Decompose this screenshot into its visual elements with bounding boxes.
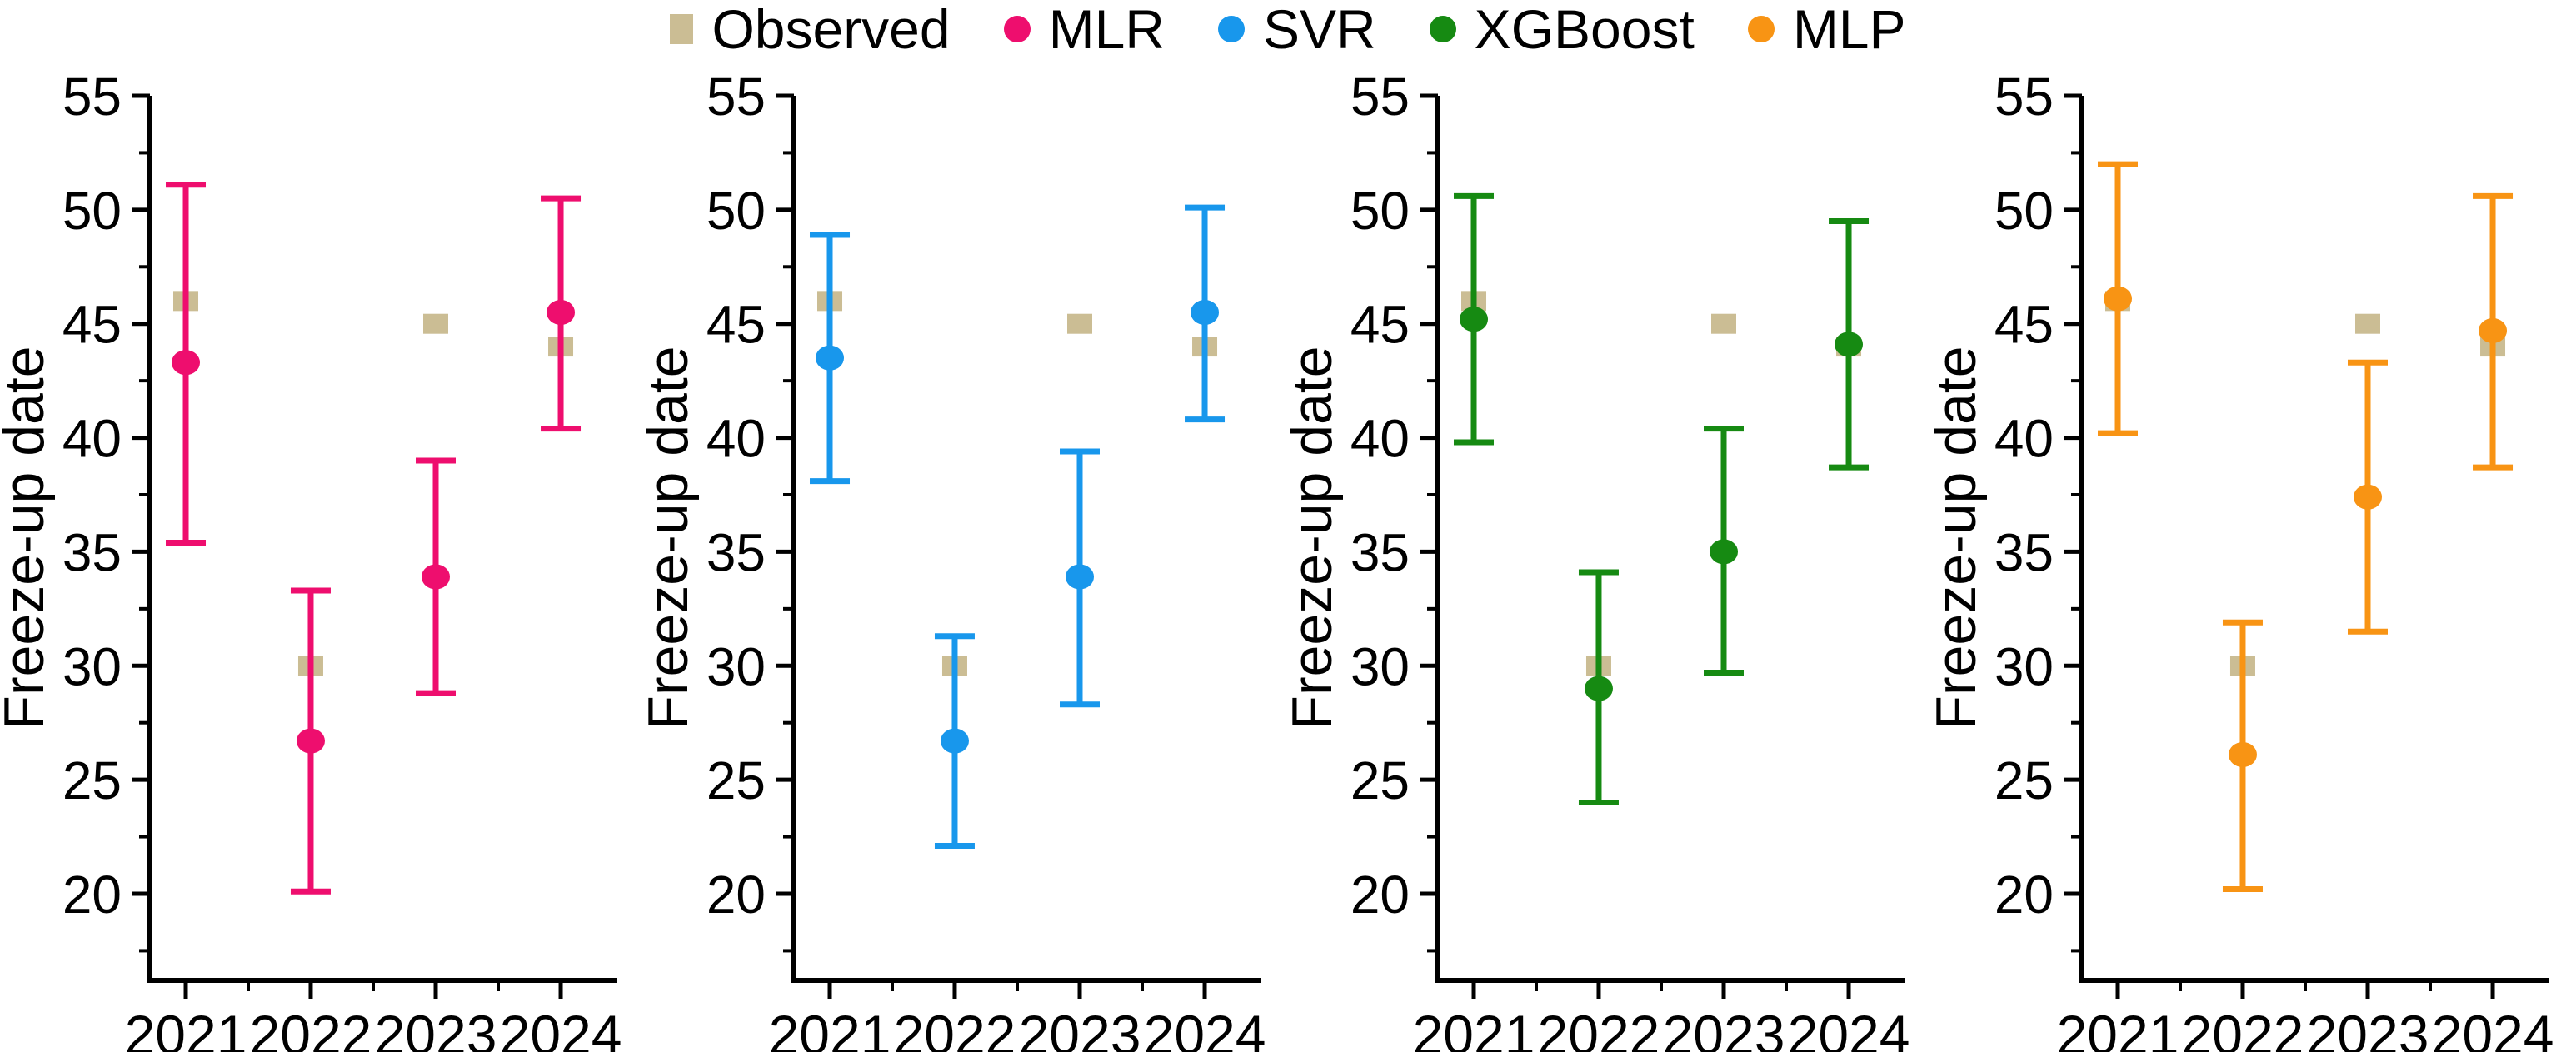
y-tick-label: 40 — [1350, 409, 1410, 469]
x-tick-label: 2023 — [2307, 1004, 2429, 1052]
y-tick-label: 20 — [62, 865, 122, 925]
y-axis-title: Freeze-up date — [644, 346, 700, 730]
prediction-marker — [2104, 286, 2133, 312]
observed-marker — [1067, 313, 1092, 334]
observed-marker — [2355, 313, 2380, 334]
mlr-circle-marker-icon — [1003, 16, 1031, 42]
y-tick-label: 55 — [706, 67, 766, 127]
y-axis-title: Freeze-up date — [1288, 346, 1344, 730]
prediction-marker — [816, 345, 845, 371]
prediction-marker — [2228, 742, 2257, 768]
y-tick-label: 35 — [62, 522, 122, 582]
y-tick-label: 50 — [1994, 181, 2054, 241]
y-tick-label: 25 — [1350, 750, 1410, 810]
y-tick-label: 50 — [1350, 181, 1410, 241]
x-tick-label: 2023 — [1019, 1004, 1141, 1052]
x-tick-label: 2022 — [250, 1004, 372, 1052]
prediction-marker — [172, 350, 201, 376]
prediction-marker — [2479, 317, 2508, 343]
y-axis-title: Freeze-up date — [1932, 346, 1988, 730]
legend-item-mlp: MLP — [1747, 0, 1906, 60]
prediction-marker — [422, 564, 450, 590]
panel-svr: 20 25 30 35 40 45 50 55 2021 2022 2023 2024 Freeze-u… — [644, 67, 1266, 1052]
x-tick-label: 2021 — [2057, 1004, 2179, 1052]
prediction-marker — [1191, 300, 1220, 326]
y-tick-label: 30 — [62, 636, 122, 696]
y-axis-title: Freeze-up date — [0, 346, 56, 730]
y-tick-label: 40 — [706, 409, 766, 469]
legend: Observed MLR SVR XGBoost MLP — [0, 0, 2576, 58]
y-tick-label: 50 — [62, 181, 122, 241]
legend-label: Observed — [711, 0, 951, 60]
observed-square-marker-icon — [670, 14, 694, 44]
prediction-marker — [1460, 307, 1489, 332]
legend-item-svr: SVR — [1217, 0, 1376, 60]
y-tick-label: 30 — [1350, 636, 1410, 696]
y-tick-label: 45 — [706, 295, 766, 355]
legend-label: SVR — [1262, 0, 1376, 60]
x-tick-label: 2023 — [375, 1004, 497, 1052]
x-tick-label: 2022 — [894, 1004, 1016, 1052]
legend-label: XGBoost — [1474, 0, 1695, 60]
legend-item-xgboost: XGBoost — [1429, 0, 1695, 60]
prediction-marker — [2354, 484, 2382, 510]
observed-marker — [1711, 313, 1736, 334]
xgboost-circle-marker-icon — [1429, 16, 1456, 42]
legend-label: MLP — [1792, 0, 1906, 60]
prediction-marker — [940, 728, 969, 754]
y-tick-label: 20 — [1350, 865, 1410, 925]
y-tick-label: 30 — [1994, 636, 2054, 696]
prediction-marker — [1066, 564, 1094, 590]
x-tick-label: 2022 — [1538, 1004, 1660, 1052]
y-tick-label: 45 — [1350, 295, 1410, 355]
prediction-marker — [1835, 332, 1864, 357]
legend-item-observed: Observed — [670, 0, 951, 60]
prediction-marker — [296, 728, 325, 754]
x-tick-label: 2024 — [1144, 1004, 1266, 1052]
x-tick-label: 2021 — [125, 1004, 247, 1052]
panel-xgboost: 20 25 30 35 40 45 50 55 2021 2022 2023 2024 Freeze-u… — [1288, 67, 1910, 1052]
panel-mlp: 20 25 30 35 40 45 50 55 2021 2022 2023 2024 Freeze-u… — [1932, 67, 2554, 1052]
y-tick-label: 35 — [1994, 522, 2054, 582]
y-tick-label: 50 — [706, 181, 766, 241]
panels-row: 20 25 30 35 40 45 50 55 2021 2022 2023 2024 Freeze-u… — [0, 58, 2576, 1052]
x-tick-label: 2024 — [500, 1004, 622, 1052]
panel-mlr: 20 25 30 35 40 45 50 55 2021 2022 2023 2024 Freeze-u… — [0, 67, 622, 1052]
y-tick-label: 45 — [62, 295, 122, 355]
y-tick-label: 55 — [1994, 67, 2054, 127]
x-tick-label: 2021 — [1413, 1004, 1535, 1052]
x-tick-label: 2022 — [2182, 1004, 2304, 1052]
legend-label: MLR — [1048, 0, 1165, 60]
x-tick-label: 2024 — [2432, 1004, 2554, 1052]
y-tick-label: 45 — [1994, 295, 2054, 355]
x-tick-label: 2023 — [1663, 1004, 1785, 1052]
y-tick-label: 30 — [706, 636, 766, 696]
prediction-marker — [1710, 539, 1738, 565]
y-tick-label: 25 — [1994, 750, 2054, 810]
x-tick-label: 2024 — [1788, 1004, 1910, 1052]
y-tick-label: 25 — [62, 750, 122, 810]
legend-item-mlr: MLR — [1003, 0, 1165, 60]
y-tick-label: 20 — [706, 865, 766, 925]
svr-circle-marker-icon — [1217, 16, 1245, 42]
prediction-marker — [547, 300, 576, 326]
y-tick-label: 20 — [1994, 865, 2054, 925]
y-tick-label: 25 — [706, 750, 766, 810]
y-tick-label: 55 — [62, 67, 122, 127]
x-tick-label: 2021 — [769, 1004, 891, 1052]
y-tick-label: 35 — [1350, 522, 1410, 582]
y-tick-label: 35 — [706, 522, 766, 582]
y-tick-label: 40 — [62, 409, 122, 469]
y-tick-label: 40 — [1994, 409, 2054, 469]
y-tick-label: 55 — [1350, 67, 1410, 127]
mlp-circle-marker-icon — [1747, 16, 1775, 42]
observed-marker — [423, 313, 448, 334]
prediction-marker — [1584, 676, 1613, 701]
